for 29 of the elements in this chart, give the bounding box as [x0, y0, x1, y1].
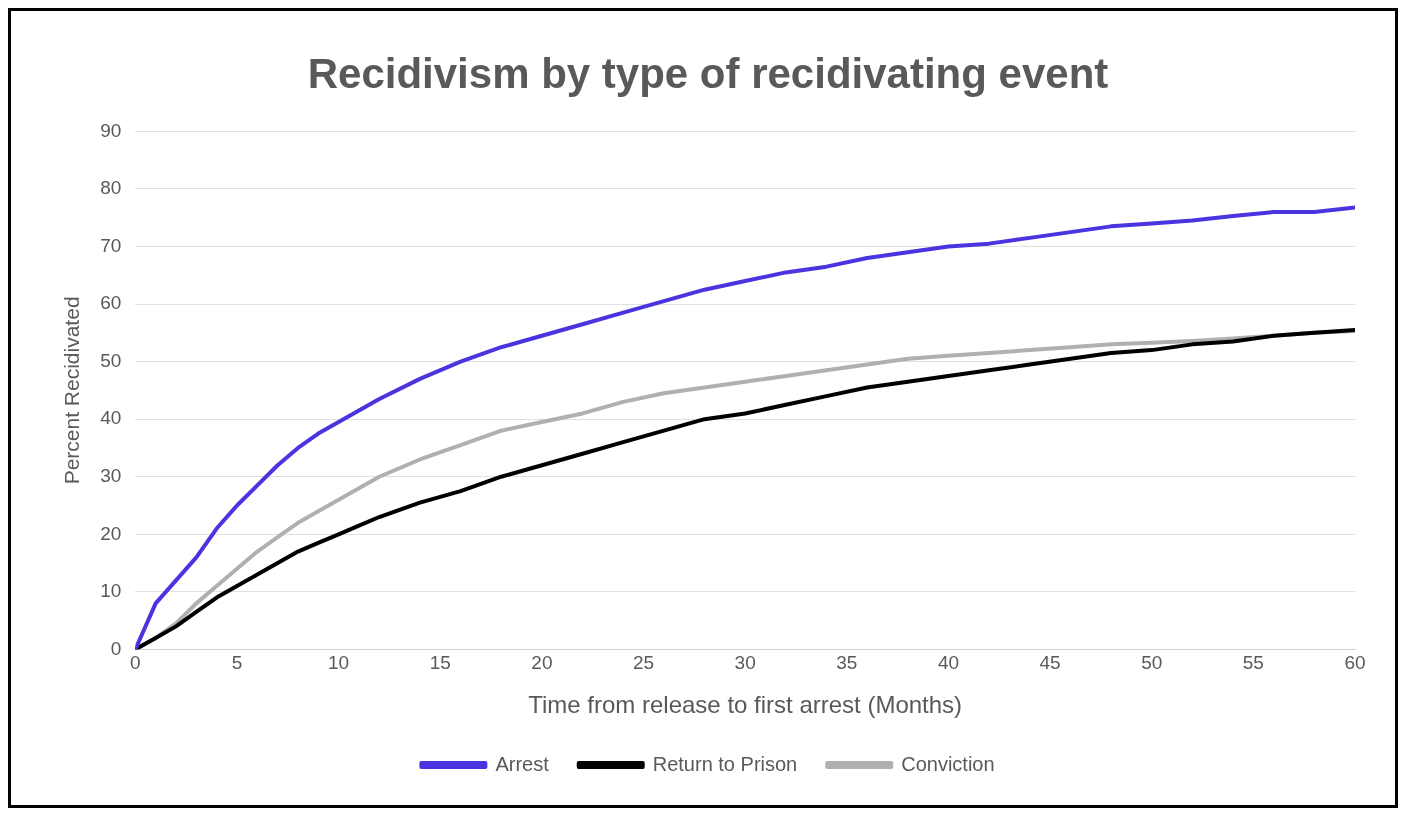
- y-tick-label: 50: [100, 349, 122, 371]
- legend-label: Return to Prison: [652, 752, 798, 775]
- x-tick-label: 5: [231, 652, 243, 674]
- y-tick-label: 20: [100, 522, 122, 544]
- y-tick-label: 90: [100, 119, 122, 141]
- x-tick-label: 35: [836, 652, 858, 674]
- x-tick-label: 20: [531, 652, 553, 674]
- x-axis-title: Time from release to first arrest (Months): [528, 691, 963, 719]
- x-tick-label: 25: [632, 652, 655, 674]
- y-tick-label: 80: [100, 177, 122, 199]
- y-tick-label: 60: [100, 292, 122, 314]
- x-tick-label: 55: [1242, 652, 1264, 674]
- y-tick-label: 40: [100, 407, 122, 429]
- y-tick-label: 70: [100, 234, 122, 256]
- x-tick-label: 15: [429, 652, 451, 674]
- x-tick-label: 50: [1141, 652, 1163, 674]
- y-tick-label: 10: [100, 580, 122, 602]
- x-tick-label: 30: [734, 652, 756, 674]
- legend-label: Conviction: [901, 752, 995, 775]
- legend-label: Arrest: [495, 752, 550, 775]
- x-tick-label: 45: [1039, 652, 1061, 674]
- x-tick-label: 0: [130, 652, 141, 674]
- x-tick-label: 10: [328, 652, 350, 674]
- y-axis-title: Percent Recidivated: [60, 296, 84, 485]
- x-tick-label: 60: [1344, 652, 1366, 674]
- y-tick-label: 30: [100, 464, 122, 486]
- x-tick-label: 40: [937, 652, 960, 674]
- chart-title: Recidivism by type of recidivating event: [307, 49, 1109, 97]
- y-tick-label: 0: [110, 637, 122, 659]
